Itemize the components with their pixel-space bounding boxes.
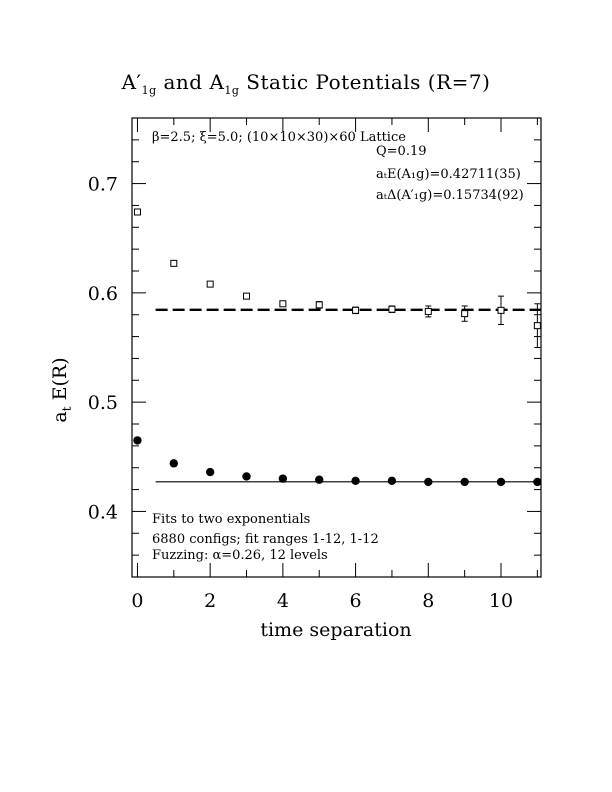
annotation-configs: 6880 configs; fit ranges 1-12, 1-12 bbox=[152, 532, 379, 547]
data-point-circle bbox=[533, 477, 542, 487]
data-point-square bbox=[352, 306, 360, 314]
x-axis-label: time separation bbox=[260, 619, 411, 641]
title-and: and A bbox=[156, 70, 225, 94]
data-point-circle bbox=[242, 472, 251, 481]
data-point-square bbox=[279, 300, 287, 308]
data-point-circle bbox=[387, 476, 397, 486]
data-point-circle bbox=[205, 467, 215, 477]
plot-frame bbox=[131, 117, 542, 578]
title-prime: ′ bbox=[136, 70, 142, 94]
title-a: A bbox=[121, 70, 137, 94]
data-point-circle bbox=[351, 476, 360, 486]
annotation-energy: aₜE(A₁g)=0.42711(35) bbox=[376, 167, 521, 182]
chart-title: A′1g and A1g Static Potentials (R=7) bbox=[0, 70, 612, 97]
title-rest: Static Potentials (R=7) bbox=[239, 70, 491, 94]
y-axis-label-a: a bbox=[49, 411, 71, 422]
x-tick-label: 4 bbox=[277, 590, 289, 612]
annotation-q: Q=0.19 bbox=[376, 144, 427, 159]
x-tick-label: 0 bbox=[131, 590, 143, 612]
y-axis-label: at E(R) bbox=[49, 357, 74, 422]
title-sub-1: 1g bbox=[141, 84, 157, 97]
data-point-square bbox=[388, 305, 396, 313]
data-point-circle bbox=[278, 474, 288, 483]
annotation-delta: aₜΔ(A′₁g)=0.15734(92) bbox=[376, 188, 524, 203]
x-tick-label: 10 bbox=[489, 590, 513, 612]
data-point-circle bbox=[460, 477, 469, 487]
annotation-fuzzing: Fuzzing: α=0.26, 12 levels bbox=[152, 548, 328, 563]
plot-area: 0 2 4 6 8 10 0.4 0.5 0.6 0.7 bbox=[88, 117, 542, 612]
x-tick-label: 2 bbox=[204, 590, 216, 612]
data-point-circle bbox=[315, 475, 324, 484]
y-tick-label: 0.7 bbox=[88, 174, 118, 196]
data-point-square bbox=[533, 322, 541, 330]
data-point-circle bbox=[496, 477, 506, 487]
y-tick-label: 0.5 bbox=[88, 392, 118, 414]
data-point-square bbox=[461, 310, 469, 318]
data-point-square bbox=[497, 306, 505, 314]
data-point-square bbox=[243, 292, 251, 300]
data-point-circle bbox=[169, 459, 179, 468]
annotation-fits: Fits to two exponentials bbox=[152, 512, 310, 527]
title-sub-2: 1g bbox=[224, 84, 240, 97]
x-tick-label: 6 bbox=[350, 590, 362, 612]
y-tick-label: 0.4 bbox=[88, 501, 118, 523]
data-point-circle bbox=[133, 436, 142, 445]
x-tick-label: 8 bbox=[422, 590, 434, 612]
data-point-square bbox=[315, 301, 323, 309]
y-tick-label: 0.6 bbox=[88, 283, 118, 305]
data-point-square bbox=[170, 259, 178, 267]
data-point-square bbox=[424, 307, 432, 315]
y-axis-label-sub: t bbox=[60, 406, 74, 411]
data-point-square bbox=[206, 280, 214, 288]
y-axis-label-rest: E(R) bbox=[49, 357, 71, 406]
data-point-square bbox=[133, 208, 141, 216]
annotation-lattice: β=2.5; ξ=5.0; (10×10×30)×60 Lattice bbox=[152, 130, 406, 145]
data-point-circle bbox=[424, 477, 433, 487]
